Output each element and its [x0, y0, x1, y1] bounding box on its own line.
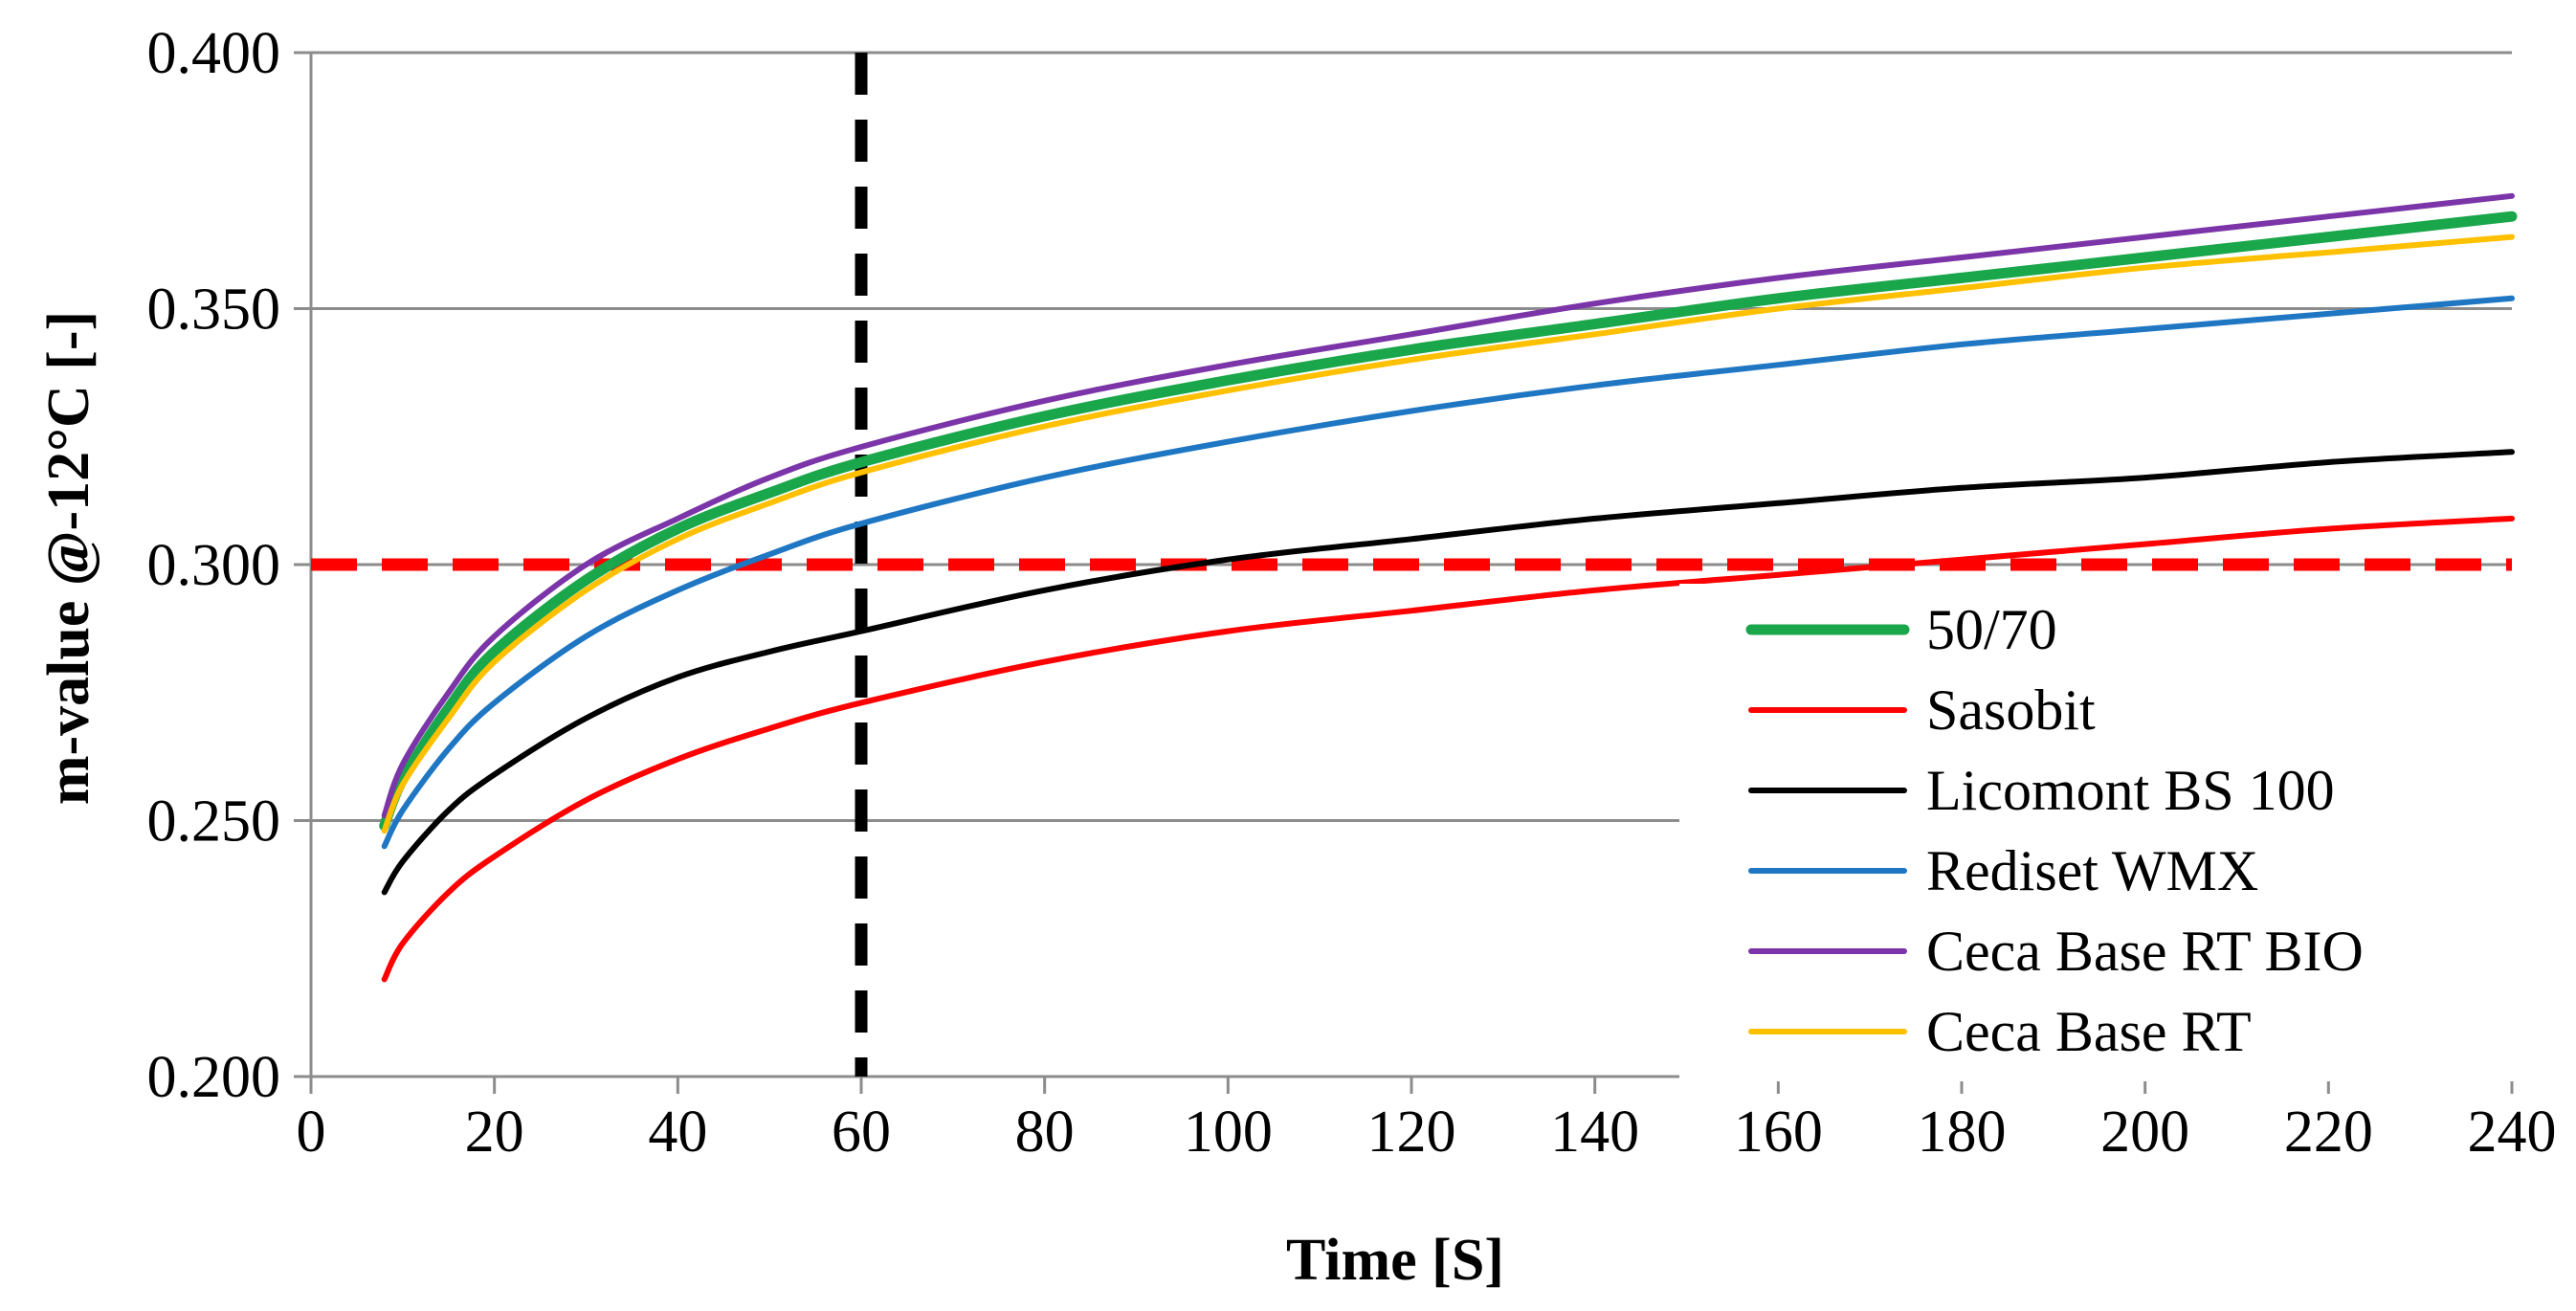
x-axis-title: Time [S] — [1286, 1228, 1504, 1293]
series-line-50-70 — [379, 211, 2518, 832]
legend-label-ceca-base-rt-bio: Ceca Base RT BIO — [1926, 920, 2364, 983]
x-tick-label: 220 — [2284, 1100, 2373, 1165]
x-tick-label: 100 — [1184, 1100, 1273, 1165]
x-tick-label: 40 — [648, 1100, 707, 1165]
series-line-sasobit — [381, 515, 2515, 983]
y-axis-title: m-value @-12°C [-] — [36, 311, 101, 805]
x-tick-label: 160 — [1734, 1100, 1823, 1165]
x-tick-label: 140 — [1550, 1100, 1639, 1165]
legend-label-rediset-wmx: Rediset WMX — [1926, 839, 2258, 902]
x-tick-label: 200 — [2100, 1100, 2189, 1165]
x-tick-label: 20 — [465, 1100, 524, 1165]
legend-label-50-70: 50/70 — [1926, 598, 2057, 661]
series-line-ceca-base-rt-bio — [381, 192, 2515, 819]
x-tick-label: 0 — [297, 1100, 326, 1165]
x-tick-label: 120 — [1367, 1100, 1456, 1165]
x-tick-label: 80 — [1015, 1100, 1075, 1165]
y-tick-label: 0.350 — [147, 278, 281, 343]
series-line-ceca-base-rt — [381, 233, 2515, 834]
tick-labels: 0.200 0.250 0.300 0.350 0.400 0 20 40 60 80 100 120… — [147, 21, 2557, 1165]
legend-label-licomont-bs-100: Licomont BS 100 — [1926, 759, 2335, 822]
series-line-rediset-wmx — [381, 295, 2515, 850]
y-tick-label: 0.250 — [147, 789, 281, 855]
legend-label-sasobit: Sasobit — [1926, 678, 2096, 742]
series-lines — [379, 192, 2518, 983]
y-tick-label: 0.400 — [147, 21, 281, 86]
y-tick-label: 0.300 — [147, 533, 281, 598]
legend-background — [1679, 584, 2521, 1081]
legend: 50/70 Sasobit Licomont BS 100 Rediset WMX Ce… — [1745, 598, 2364, 1063]
x-tick-label: 180 — [1918, 1100, 2007, 1165]
x-tick-label: 240 — [2468, 1100, 2557, 1165]
series-line-licomont-bs-100 — [381, 449, 2515, 896]
x-tick-label: 60 — [832, 1100, 891, 1165]
y-tick-label: 0.200 — [147, 1045, 281, 1110]
legend-label-ceca-base-rt: Ceca Base RT — [1926, 1000, 2252, 1063]
reference-lines — [311, 53, 2512, 1077]
